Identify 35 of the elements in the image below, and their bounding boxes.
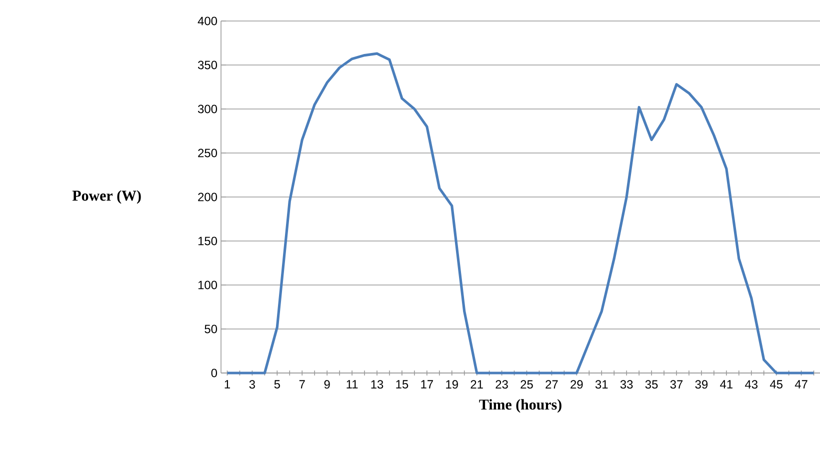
x-tick-label: 47 xyxy=(794,380,808,388)
x-tick-label: 29 xyxy=(570,380,583,389)
x-tick-label: 37 xyxy=(670,380,683,389)
x-tick-label: 35 xyxy=(645,380,658,389)
x-tick-label: 19 xyxy=(446,380,458,389)
x-tick-label: 33 xyxy=(620,380,633,389)
x-tick-label: 15 xyxy=(396,380,408,389)
y-tick-label: 200 xyxy=(198,192,218,202)
x-tick-label: 7 xyxy=(299,380,305,388)
x-tick-label: 11 xyxy=(346,380,358,388)
y-tick-label: 0 xyxy=(211,368,218,378)
y-tick-label: 100 xyxy=(198,280,218,290)
x-tick-label: 27 xyxy=(546,380,558,389)
y-tick-label: 250 xyxy=(198,148,218,158)
y-tick-label: 150 xyxy=(198,236,218,246)
x-tick-label: 25 xyxy=(520,380,533,389)
y-tick-label: 400 xyxy=(198,16,218,26)
x-axis-title: Time (hours) xyxy=(479,399,562,413)
x-tick-label: 9 xyxy=(324,380,330,389)
x-tick-label: 43 xyxy=(745,380,758,389)
y-tick-label: 50 xyxy=(204,324,218,334)
x-tick-label: 23 xyxy=(496,380,508,389)
x-tick-label: 45 xyxy=(770,380,782,389)
x-tick-label: 1 xyxy=(224,380,230,388)
x-tick-label: 5 xyxy=(274,380,280,389)
y-tick-label: 300 xyxy=(198,104,218,114)
x-tick-label: 39 xyxy=(695,380,708,389)
y-tick-label: 350 xyxy=(198,60,218,70)
x-tick-label: 21 xyxy=(470,380,483,389)
x-tick-label: 13 xyxy=(371,380,384,389)
x-tick-label: 17 xyxy=(421,380,433,388)
x-tick-label: 3 xyxy=(249,380,256,389)
y-axis-title: Power (W) xyxy=(72,190,141,204)
x-tick-label: 41 xyxy=(720,380,732,388)
x-tick-label: 31 xyxy=(595,380,608,389)
